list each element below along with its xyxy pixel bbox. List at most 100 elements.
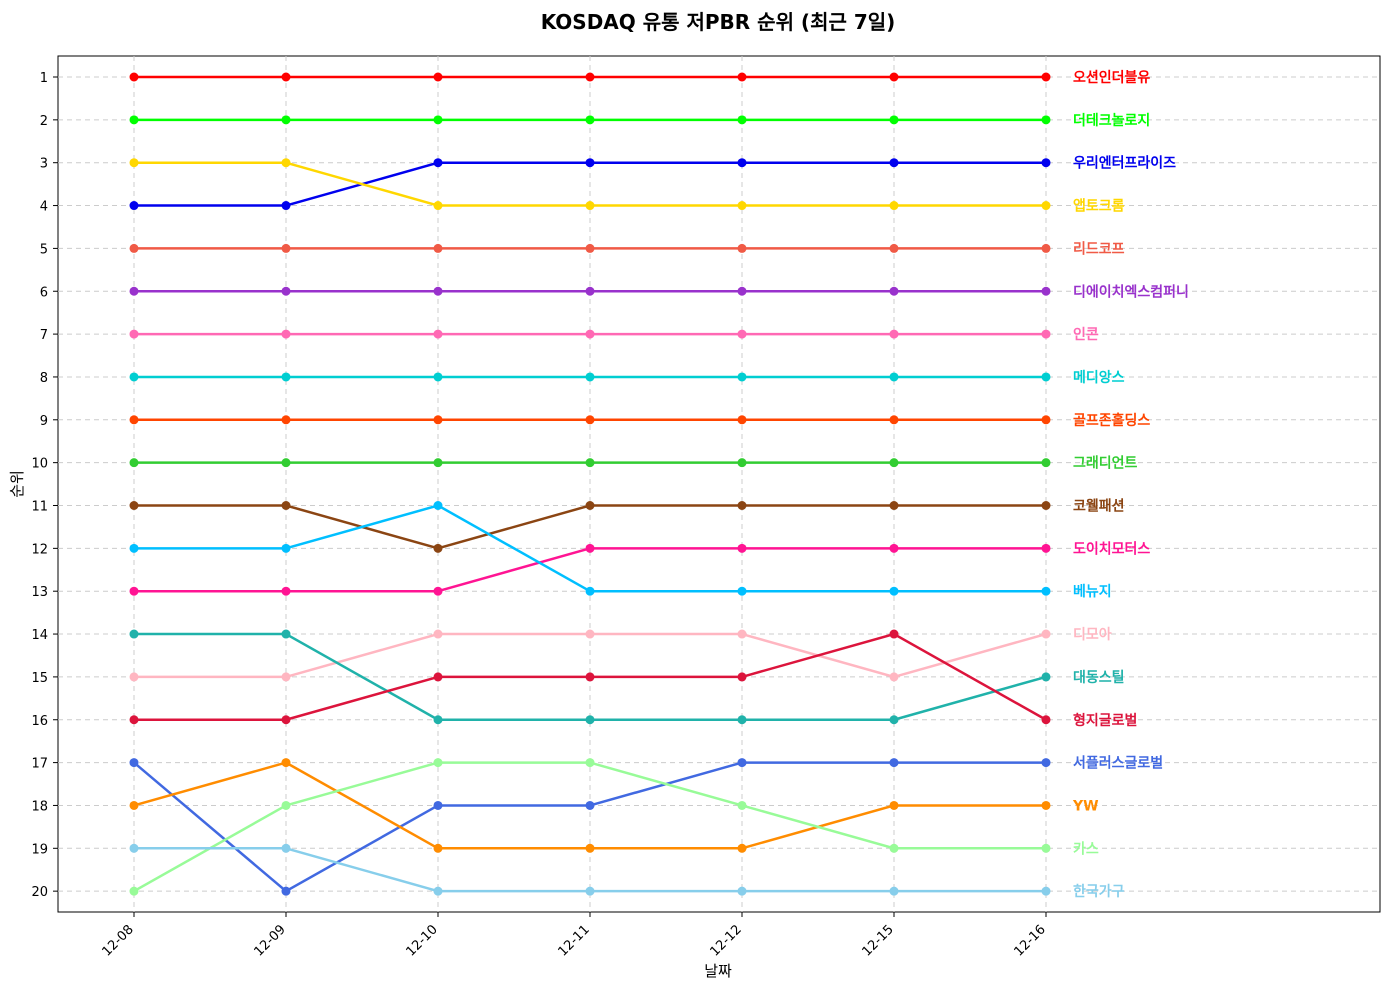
data-point: [129, 586, 139, 596]
data-point: [281, 758, 291, 768]
series-end-label: 메디앙스: [1073, 369, 1125, 386]
series-line: [133, 761, 1046, 893]
data-point: [281, 843, 291, 853]
data-point: [1041, 800, 1051, 810]
data-point: [281, 586, 291, 596]
series-end-label: 대동스틸: [1073, 670, 1125, 686]
y-tick-label: 3: [40, 157, 48, 172]
data-point: [1041, 715, 1051, 725]
data-point: [889, 115, 899, 125]
series-end-label: 서플러스글로벌: [1073, 755, 1163, 772]
data-point: [1041, 586, 1051, 596]
data-point: [889, 458, 899, 468]
data-point: [737, 372, 747, 382]
series-end-label: 도이치모터스: [1073, 540, 1150, 557]
x-tick-label: 12-12: [708, 922, 745, 959]
data-point: [1041, 672, 1051, 682]
y-tick-label: 12: [31, 542, 48, 557]
data-point: [1041, 415, 1051, 425]
data-point: [1041, 243, 1051, 253]
y-tick-label: 5: [40, 242, 48, 257]
data-point: [433, 72, 443, 82]
data-point: [737, 543, 747, 553]
data-point: [889, 201, 899, 211]
data-point: [129, 372, 139, 382]
series-end-label: 형지글로벌: [1073, 712, 1137, 729]
y-tick-label: 4: [40, 200, 48, 215]
x-tick-label: 12-10: [404, 922, 441, 959]
data-point: [1041, 158, 1051, 168]
data-point: [129, 286, 139, 296]
y-axis-label: 순위: [8, 470, 26, 498]
data-point: [737, 458, 747, 468]
data-point: [433, 758, 443, 768]
data-point: [129, 201, 139, 211]
data-point: [129, 501, 139, 510]
y-tick-label: 19: [31, 842, 48, 857]
data-point: [281, 72, 291, 82]
data-point: [129, 329, 139, 339]
data-point: [737, 715, 747, 725]
data-point: [737, 672, 747, 682]
series-end-label: 우리엔터프라이즈: [1073, 155, 1176, 172]
data-point: [889, 329, 899, 339]
data-point: [889, 758, 899, 768]
data-point: [585, 501, 595, 510]
y-tick-label: 20: [31, 885, 48, 900]
data-point: [889, 158, 899, 168]
data-point: [1041, 843, 1051, 853]
data-point: [889, 629, 899, 639]
data-point: [1041, 886, 1051, 896]
series-end-label: 인콘: [1073, 326, 1099, 343]
data-point: [585, 243, 595, 253]
y-tick-label: 1: [40, 71, 48, 86]
x-tick-label: 12-08: [100, 922, 137, 959]
y-tick-label: 8: [40, 371, 48, 386]
series-end-label: 골프존홀딩스: [1073, 412, 1150, 429]
data-point: [737, 243, 747, 253]
data-point: [889, 501, 899, 510]
x-tick-label: 12-09: [252, 922, 289, 959]
data-point: [585, 543, 595, 553]
data-point: [433, 243, 443, 253]
series-end-label: 더테크놀로지: [1073, 113, 1150, 129]
data-point: [1041, 758, 1051, 768]
series-line: [133, 761, 1046, 893]
data-point: [129, 886, 139, 896]
data-point: [585, 415, 595, 425]
data-point: [433, 201, 443, 211]
data-point: [1041, 115, 1051, 125]
data-point: [585, 158, 595, 168]
data-point: [737, 501, 747, 510]
x-tick-label: 12-15: [860, 922, 897, 959]
data-point: [129, 758, 139, 768]
data-point: [433, 329, 443, 339]
data-point: [737, 629, 747, 639]
x-tick-label: 12-11: [556, 922, 593, 959]
y-tick-label: 10: [31, 457, 48, 472]
y-tick-label: 2: [40, 114, 48, 129]
series-end-label: 한국가구: [1073, 884, 1125, 900]
data-point: [737, 286, 747, 296]
data-point: [281, 800, 291, 810]
data-point: [889, 715, 899, 725]
data-point: [433, 372, 443, 382]
series-end-label: 디에이치엑스컴퍼니: [1073, 283, 1189, 300]
data-point: [1041, 372, 1051, 382]
data-point: [737, 72, 747, 82]
data-point: [889, 843, 899, 853]
data-point: [129, 72, 139, 82]
data-point: [281, 415, 291, 425]
data-point: [737, 329, 747, 339]
data-point: [585, 458, 595, 468]
data-point: [585, 758, 595, 768]
data-point: [433, 415, 443, 425]
data-point: [585, 715, 595, 725]
y-tick-label: 15: [31, 671, 48, 686]
data-point: [737, 886, 747, 896]
data-point: [1041, 458, 1051, 468]
data-point: [737, 115, 747, 125]
y-tick-label: 11: [31, 500, 48, 515]
